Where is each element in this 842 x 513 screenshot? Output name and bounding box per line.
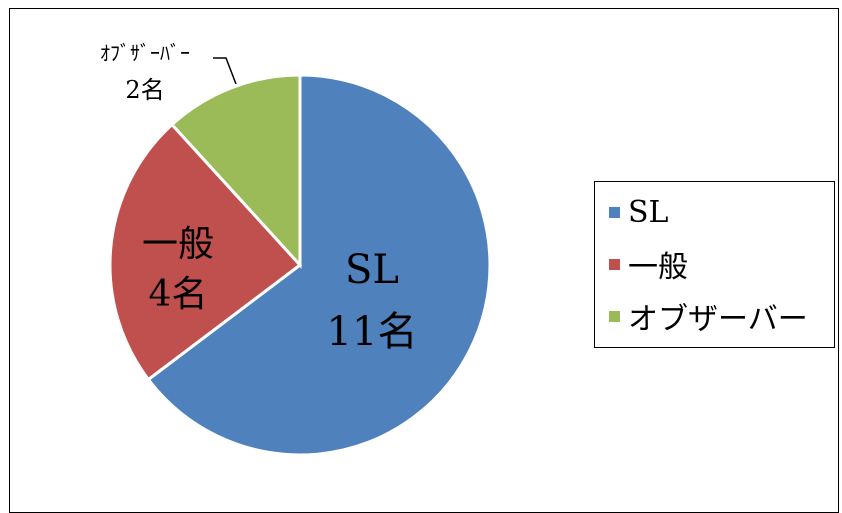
pie-slice-sl <box>146 73 492 457</box>
slice-label-general-value: 4名 <box>149 274 208 315</box>
legend: SL 一般 オブザーバー <box>594 181 835 348</box>
legend-label-general: 一般 <box>628 250 688 285</box>
slice-label-observer-value: 2名 <box>125 76 164 104</box>
slice-label-general-name: 一般 <box>142 224 214 265</box>
legend-swatch-general <box>609 258 620 270</box>
legend-item-sl: SL <box>609 192 668 232</box>
slice-label-sl-name: SL <box>345 247 399 293</box>
slice-label-sl-value: 11名 <box>327 309 418 355</box>
legend-item-observer: オブザーバー <box>609 296 808 337</box>
slice-labels: SL 11名 一般 4名 ｵﾌﾞｻﾞｰﾊﾞｰ 2名 <box>100 41 417 355</box>
pie-slices <box>108 73 492 457</box>
legend-label-observer: オブザーバー <box>628 302 808 337</box>
pie-slice-general <box>108 122 303 382</box>
legend-swatch-sl <box>609 206 620 218</box>
pie-slice-observer <box>169 73 302 269</box>
legend-swatch-observer <box>609 310 620 322</box>
slice-label-observer-name: ｵﾌﾞｻﾞｰﾊﾞｰ <box>100 41 190 65</box>
leader-line-observer <box>213 57 237 85</box>
legend-item-general: 一般 <box>609 244 688 285</box>
legend-label-sl: SL <box>628 194 669 230</box>
